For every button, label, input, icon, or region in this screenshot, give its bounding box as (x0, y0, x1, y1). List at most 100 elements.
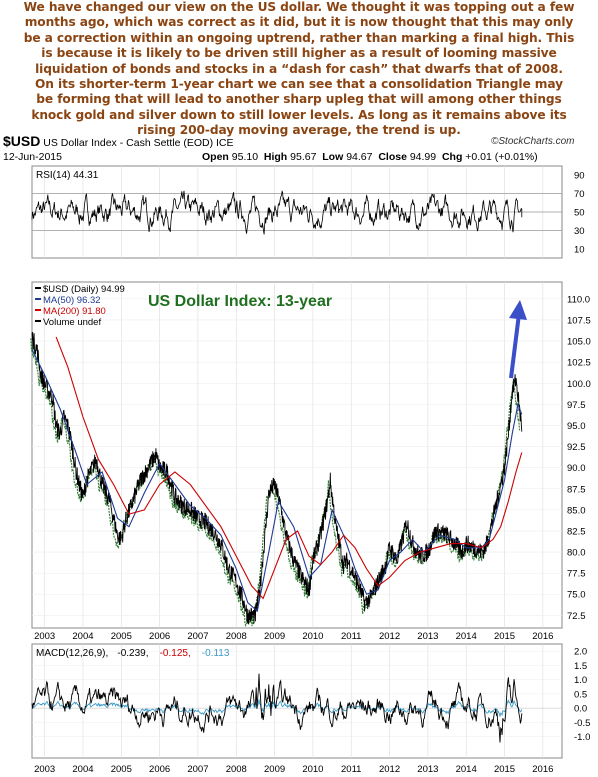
macd-tick-label: 1.0 (574, 675, 587, 686)
x-axis-macd: 2003 2004 2005 2006 2007 2008 2009 2010 2011 2012… (34, 764, 553, 775)
price-legend-entry: MA(50) 96.32 (43, 295, 101, 306)
price-tick-label: 72.5 (567, 611, 586, 622)
macd-legend-entry: -0.113 (202, 648, 230, 659)
x-tick-label: 2012 (379, 764, 400, 775)
low-value: 94.67 (346, 151, 373, 163)
ma200-line (55, 336, 523, 600)
rsi-tick-label: 90 (574, 171, 585, 182)
macd-legend-entry: -0.239, (117, 648, 148, 659)
price-tick-label: 80.0 (567, 548, 586, 559)
price-tick-label: 100.0 (567, 379, 591, 390)
high-label: High (263, 151, 288, 163)
price-tick-label: 90.0 (567, 463, 586, 474)
x-tick-label: 2012 (379, 631, 400, 642)
chg-label: Chg (441, 151, 463, 163)
commentary-line: months ago, which was correct as it did,… (24, 15, 574, 30)
x-tick-label: 2006 (149, 631, 170, 642)
rsi-tick-label: 50 (574, 208, 585, 219)
x-tick-label: 2014 (456, 764, 477, 775)
macd-tick-label: -0.5 (574, 718, 590, 729)
macd-tick-label: 1.5 (574, 661, 587, 672)
x-tick-label: 2004 (72, 631, 93, 642)
x-tick-label: 2013 (417, 631, 438, 642)
chart-header: $USD US Dollar Index - Cash Settle (EOD)… (3, 133, 234, 149)
x-tick-label: 2014 (456, 631, 477, 642)
price-tick-label: 77.5 (567, 569, 586, 580)
rsi-tick-label: 10 (574, 244, 585, 255)
up-arrow-head (509, 300, 527, 320)
x-axis-price: 2003 2004 2005 2006 2007 2008 2009 2010 2011 2012… (34, 631, 553, 642)
rsi-line (31, 190, 523, 235)
macd-tick-label: 0.5 (574, 689, 587, 700)
open-value: 95.10 (231, 151, 259, 163)
instrument-name: US Dollar Index - Cash Settle (EOD) ICE (43, 137, 234, 149)
x-tick-label: 2006 (149, 764, 170, 775)
price-tick-label: 105.0 (567, 337, 591, 348)
chg-value: +0.01 (+0.01%) (465, 151, 538, 163)
x-tick-label: 2013 (417, 764, 438, 775)
price-tick-label: 75.0 (567, 590, 586, 601)
symbol: $USD (3, 133, 41, 149)
price-legend-entry: Volume undef (43, 317, 101, 328)
commentary-line: is because it is likely to be driven sti… (41, 46, 557, 61)
commentary-text: We have changed our view on the US dolla… (0, 0, 598, 137)
x-tick-label: 2008 (226, 631, 247, 642)
commentary-line: We have changed our view on the US dolla… (23, 0, 575, 14)
price-tick-label: 87.5 (567, 484, 586, 495)
chart-title: US Dollar Index: 13-year (148, 293, 332, 310)
macd-legend-entry: -0.125, (160, 648, 191, 659)
price-tick-label: 102.5 (567, 358, 591, 369)
x-tick-label: 2015 (494, 631, 515, 642)
macd-frame (31, 643, 563, 759)
legend-swatch (35, 309, 41, 311)
open-label: Open (202, 151, 229, 163)
macd-legend-entry: MACD(12,26,9), (36, 648, 108, 659)
chart-date: 12-Jun-2015 (3, 151, 62, 163)
commentary-line: rising 200-day moving average, the trend… (137, 123, 461, 138)
macd-line (31, 673, 523, 743)
x-tick-label: 2010 (302, 764, 323, 775)
x-tick-label: 2005 (111, 764, 132, 775)
commentary-line: On its shorter-term 1-year chart we can … (35, 77, 563, 92)
macd-tick-label: -1.0 (574, 732, 590, 743)
rsi-tick-label: 70 (574, 189, 585, 200)
low-label: Low (322, 151, 344, 163)
x-tick-label: 2009 (264, 631, 285, 642)
price-legend-entry: $USD (Daily) 94.99 (43, 284, 125, 295)
x-tick-label: 2016 (532, 631, 553, 642)
macd-tick-label: 2.0 (574, 647, 587, 658)
commentary-line: be a correction within an ongoing uptren… (23, 30, 575, 45)
legend-swatch (35, 320, 41, 322)
x-tick-label: 2011 (341, 764, 361, 775)
price-frame (31, 281, 563, 629)
ohlc-readout: Open 95.10 High 95.67 Low 94.67 Close 94… (202, 151, 538, 163)
commentary-line: be forming that will lead to another sha… (36, 92, 562, 107)
price-tick-label: 85.0 (567, 505, 586, 516)
close-label: Close (378, 151, 407, 163)
x-tick-label: 2004 (72, 764, 93, 775)
legend-swatch (35, 287, 41, 289)
x-tick-label: 2003 (34, 631, 55, 642)
macd-tick-label: 0.0 (574, 704, 587, 715)
x-tick-label: 2015 (494, 764, 515, 775)
macd-panel: -1.0 -0.5 0.0 0.5 1.0 1.5 2.0 MACD(12,26,9), -0.… (31, 643, 590, 759)
rsi-panel: 10 30 50 70 90 RSI(14) 44.31 (31, 165, 585, 259)
price-tick-label: 97.5 (567, 400, 586, 411)
commentary-line: knock gold and silver down to still lowe… (31, 107, 567, 122)
commentary-line: liquidation of bonds and stocks in a “da… (35, 61, 563, 76)
ma50-line (31, 349, 523, 613)
price-tick-label: 110.0 (567, 294, 590, 305)
macd-histogram (31, 699, 523, 717)
x-tick-label: 2008 (226, 764, 247, 775)
up-arrow-shaft (509, 313, 521, 379)
price-panel: 72.5 75.0 77.5 80.0 82.5 85.0 87.5 90.0 92.5 95.0… (30, 281, 591, 629)
x-tick-label: 2005 (111, 631, 132, 642)
x-tick-label: 2007 (187, 764, 208, 775)
high-value: 95.67 (290, 151, 317, 163)
x-tick-label: 2007 (187, 631, 208, 642)
x-tick-label: 2010 (302, 631, 323, 642)
price-legend-entry: MA(200) 91.80 (43, 306, 106, 317)
price-tick-label: 82.5 (567, 526, 586, 537)
